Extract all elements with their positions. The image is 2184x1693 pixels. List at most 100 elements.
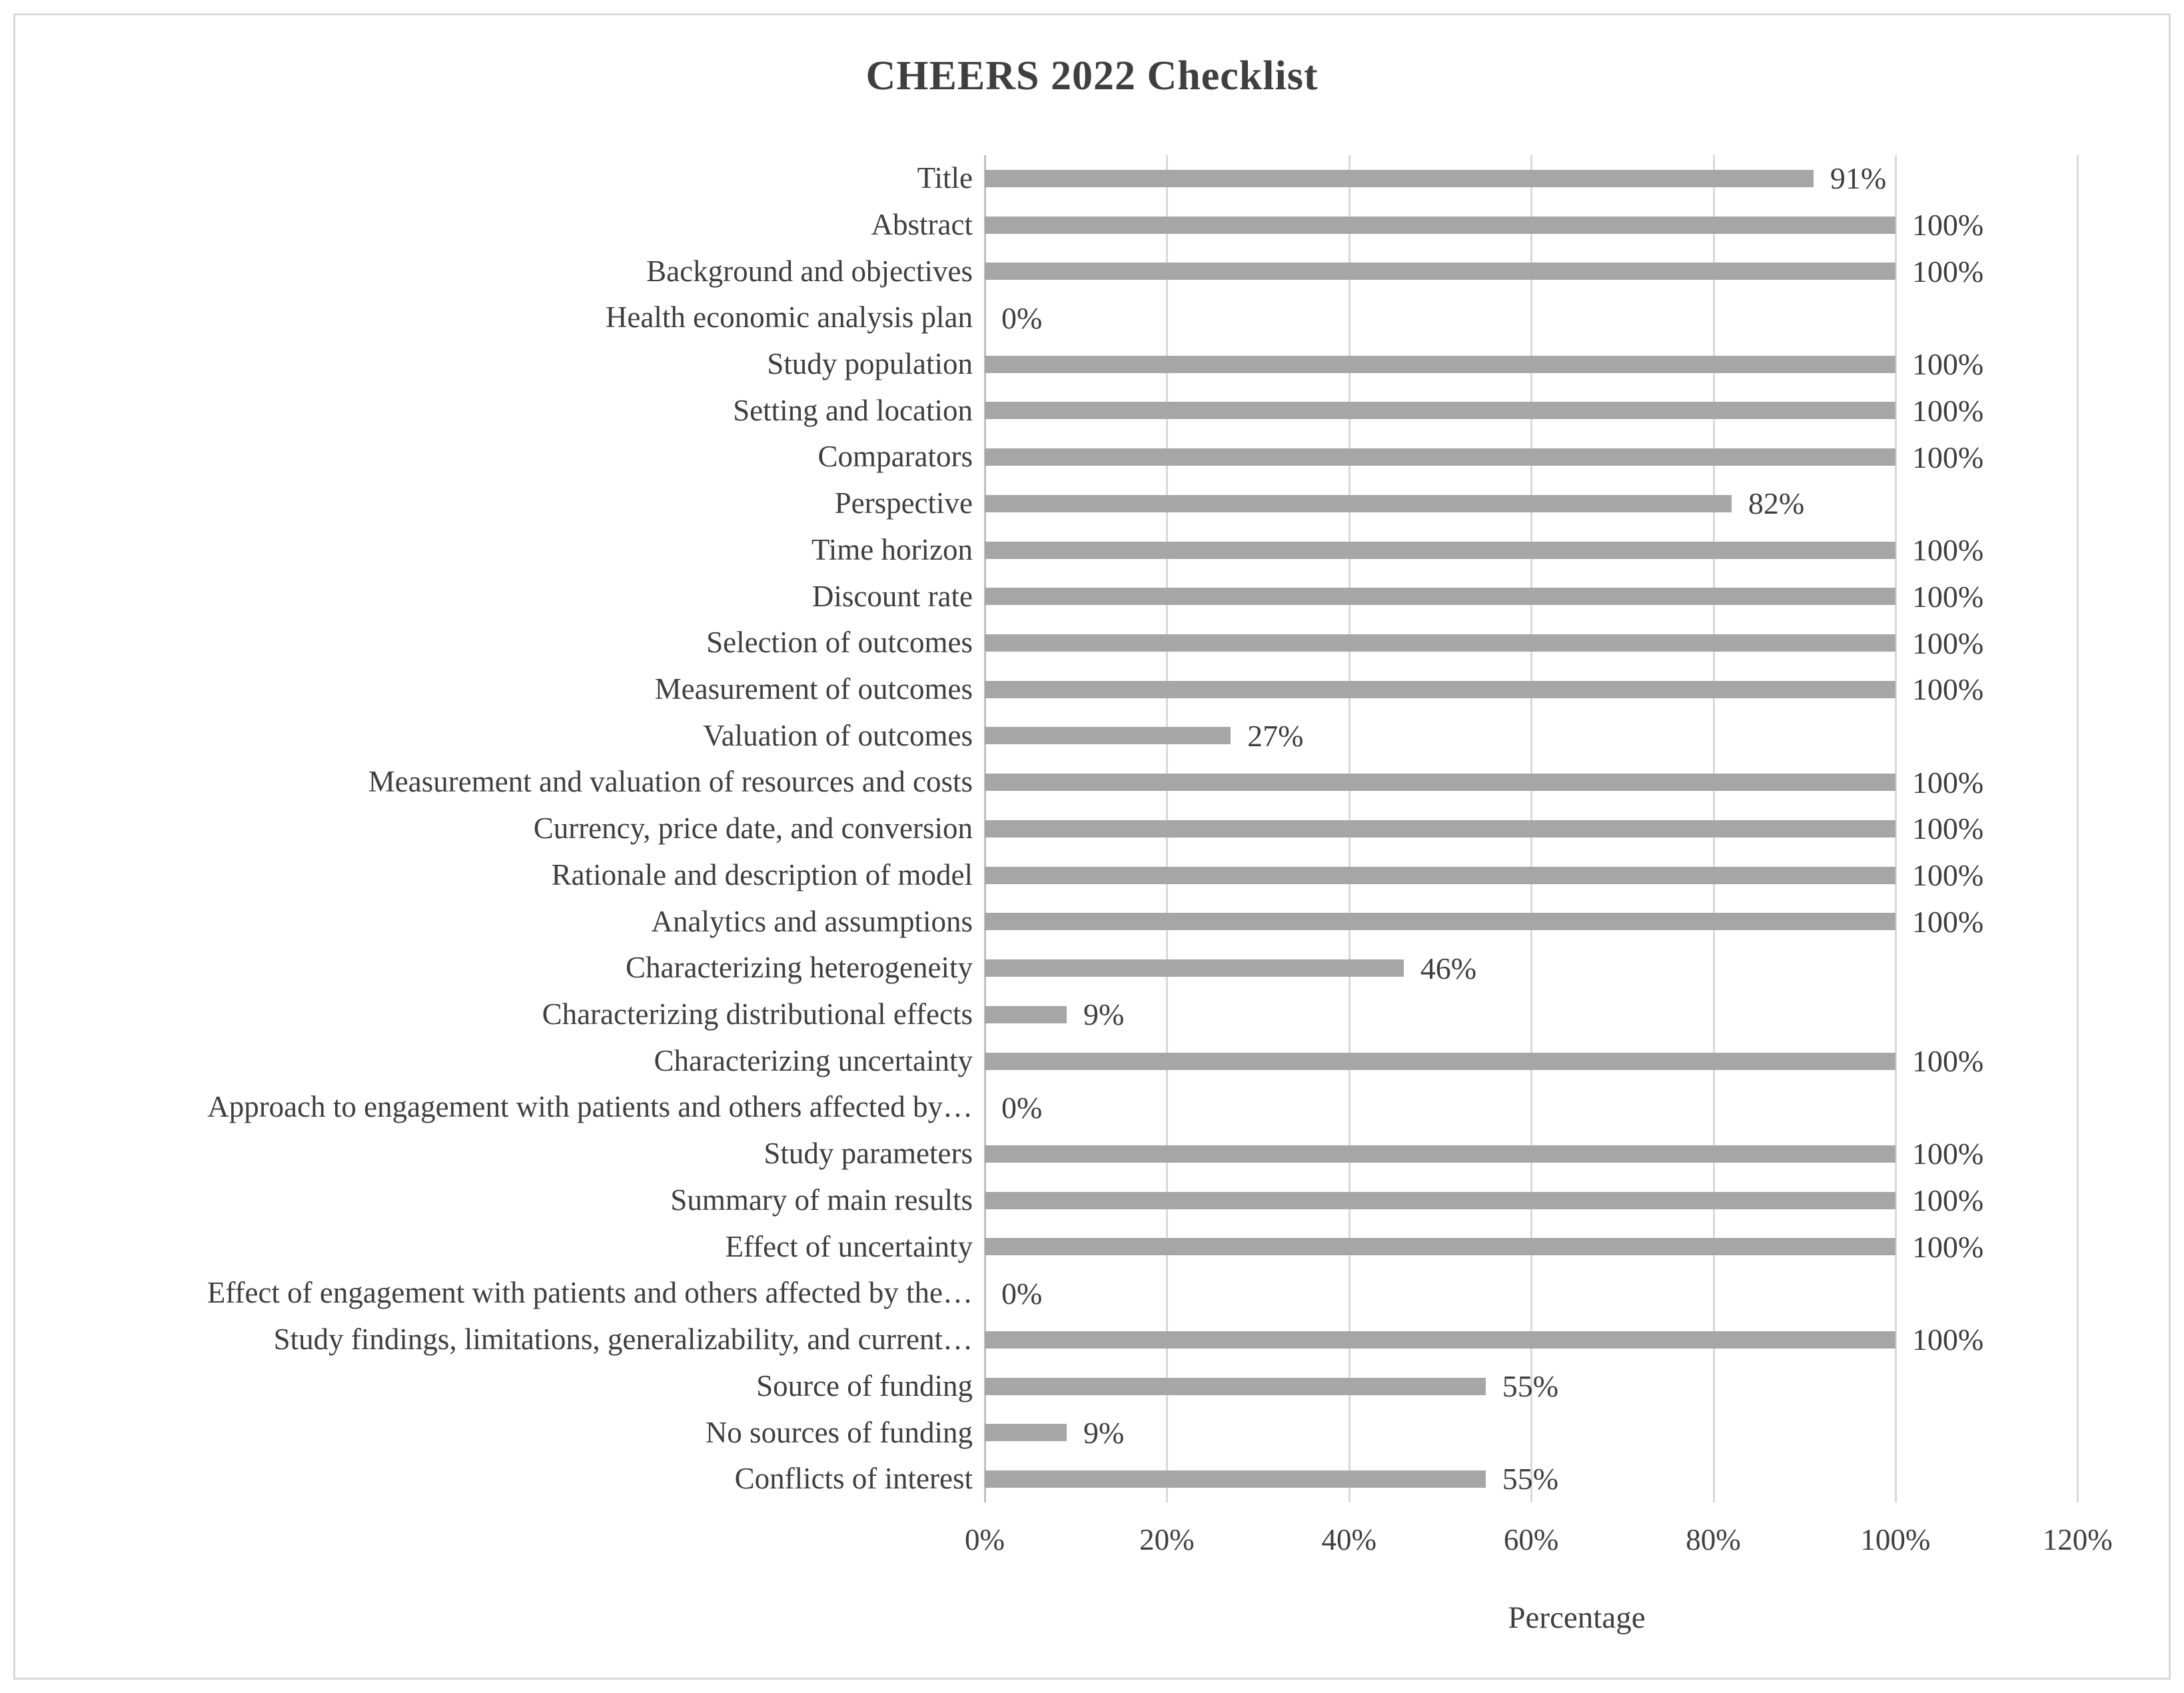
bar <box>985 169 1814 187</box>
bar <box>985 1424 1067 1442</box>
bar-track: 82% <box>985 480 2169 527</box>
bar <box>985 774 1896 792</box>
bar-track: 100% <box>985 1177 2169 1224</box>
category-label: Conflicts of interest <box>734 1462 973 1496</box>
bar-track: 100% <box>985 202 2169 249</box>
bar-track: 0% <box>985 1270 2169 1317</box>
value-label: 0% <box>1001 300 1043 335</box>
bar-row: Comparators 100% <box>15 434 2169 480</box>
bar-row: Approach to engagement with patients and… <box>15 1084 2169 1131</box>
value-label: 100% <box>1911 579 1984 614</box>
bar-row: Effect of uncertainty 100% <box>15 1224 2169 1271</box>
bar <box>985 402 1896 420</box>
bar <box>985 820 1896 838</box>
bar-track: 55% <box>985 1456 2169 1502</box>
category-label: Valuation of outcomes <box>703 719 973 752</box>
category-label: Title <box>917 162 973 195</box>
category-label: Measurement and valuation of resources a… <box>368 766 973 799</box>
bar-row: Conflicts of interest 55% <box>15 1456 2169 1502</box>
bar <box>985 355 1896 373</box>
bar-row: Study findings, limitations, generalizab… <box>15 1317 2169 1363</box>
value-label: 0% <box>1001 1090 1043 1125</box>
bar-track: 100% <box>985 759 2169 806</box>
category-label: Study population <box>767 347 973 380</box>
value-label: 100% <box>1911 1183 1984 1218</box>
bar-row: Source of funding 55% <box>15 1363 2169 1410</box>
gridline <box>1894 155 1897 1502</box>
value-label: 100% <box>1911 904 1984 939</box>
bar <box>985 1005 1067 1023</box>
bar-track: 100% <box>985 341 2169 388</box>
category-label: Summary of main results <box>670 1183 973 1217</box>
bar-track: 100% <box>985 1038 2169 1085</box>
bar-row: Characterizing distributional effects 9% <box>15 991 2169 1038</box>
bar-track: 100% <box>985 573 2169 620</box>
bar-row: Health economic analysis plan 0% <box>15 294 2169 341</box>
bar-track: 9% <box>985 1409 2169 1456</box>
bar <box>985 494 1732 512</box>
value-label: 100% <box>1911 208 1984 243</box>
bar-track: 0% <box>985 1084 2169 1131</box>
category-label: No sources of funding <box>705 1416 973 1449</box>
category-label: Time horizon <box>811 533 973 566</box>
bar-row: Characterizing heterogeneity 46% <box>15 945 2169 991</box>
bar <box>985 1191 1896 1209</box>
bar-row: Discount rate 100% <box>15 573 2169 620</box>
x-tick-label: 40% <box>1321 1523 1377 1556</box>
category-label: Source of funding <box>756 1369 973 1403</box>
value-label: 100% <box>1911 347 1984 382</box>
bar-track: 100% <box>985 388 2169 434</box>
value-label: 100% <box>1911 765 1984 800</box>
bar <box>985 448 1896 466</box>
bar <box>985 1331 1896 1349</box>
bar-track: 100% <box>985 1317 2169 1363</box>
bar <box>985 1052 1896 1070</box>
bar-row: Title 91% <box>15 155 2169 202</box>
bar-row: Time horizon 100% <box>15 527 2169 574</box>
bar <box>985 1145 1896 1163</box>
bar-track: 46% <box>985 945 2169 991</box>
bar-track: 100% <box>985 620 2169 666</box>
category-label: Currency, price date, and conversion <box>533 812 973 846</box>
bar-track: 100% <box>985 806 2169 852</box>
x-axis-ticks: 0% 20% 40% 60% 80% 100% 120% <box>965 1522 2169 1569</box>
bar <box>985 866 1896 884</box>
x-tick-label: 80% <box>1686 1523 1741 1556</box>
category-label: Characterizing distributional effects <box>542 998 973 1031</box>
category-label: Effect of uncertainty <box>725 1230 973 1263</box>
value-label: 100% <box>1911 254 1984 288</box>
x-tick-label: 120% <box>2042 1523 2113 1556</box>
bar-track: 100% <box>985 666 2169 713</box>
category-label: Selection of outcomes <box>706 626 973 660</box>
value-label: 100% <box>1911 1137 1984 1171</box>
bar-track: 27% <box>985 713 2169 760</box>
bar <box>985 727 1231 745</box>
category-label: Background and objectives <box>646 255 973 288</box>
category-label: Perspective <box>834 487 973 520</box>
bar-track: 100% <box>985 852 2169 899</box>
bar-row: Analytics and assumptions 100% <box>15 899 2169 945</box>
x-tick-label: 20% <box>1139 1523 1195 1556</box>
bar <box>985 263 1896 281</box>
bar-row: Currency, price date, and conversion 100% <box>15 806 2169 852</box>
bar <box>985 913 1896 931</box>
bar-row: Valuation of outcomes 27% <box>15 713 2169 760</box>
x-axis-title: Percentage <box>1508 1600 1646 1635</box>
bar-row: Selection of outcomes 100% <box>15 620 2169 666</box>
bar <box>985 1377 1486 1395</box>
bar-row: Summary of main results 100% <box>15 1177 2169 1224</box>
category-label: Rationale and description of model <box>551 858 973 891</box>
bar <box>985 1238 1896 1256</box>
x-tick-label: 60% <box>1503 1523 1559 1556</box>
value-label: 91% <box>1830 161 1887 196</box>
bar-track: 91% <box>985 155 2169 202</box>
category-label: Measurement of outcomes <box>654 673 973 706</box>
bar <box>985 216 1896 234</box>
bar <box>985 541 1896 559</box>
category-label: Discount rate <box>812 580 973 613</box>
value-label: 100% <box>1911 533 1984 568</box>
value-label: 0% <box>1001 1276 1043 1311</box>
value-label: 100% <box>1911 672 1984 707</box>
bar-track: 100% <box>985 248 2169 294</box>
bar-row: Rationale and description of model 100% <box>15 852 2169 899</box>
